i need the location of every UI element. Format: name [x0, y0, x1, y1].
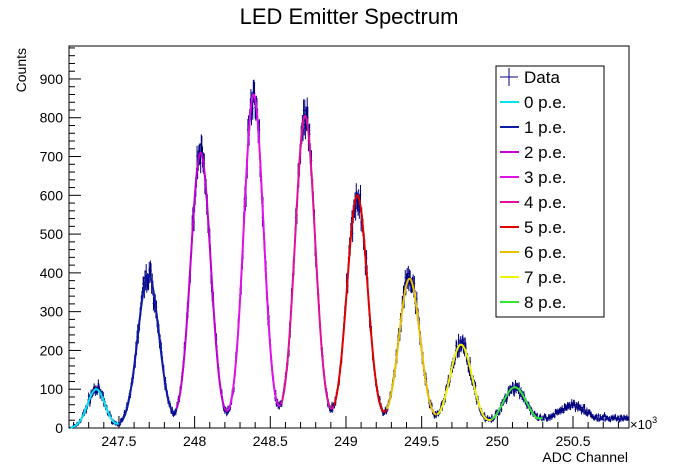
x-multiplier-base: ×10: [630, 417, 652, 432]
fit-curve-6-pe: [385, 277, 437, 416]
legend-entry-4-pe: 4 p.e.: [524, 193, 567, 212]
legend: Data 0 p.e. 1 p.e. 2 p.e. 3 p.e. 4 p.e. 5 p.e.…: [495, 65, 605, 318]
x-tick-label: 248: [183, 433, 207, 449]
fit-curve-5-pe: [332, 194, 388, 413]
legend-entry-7-pe: 7 p.e.: [524, 268, 567, 287]
y-tick-label: 400: [40, 265, 64, 281]
fit-curves: [70, 93, 543, 429]
y-tick-label: 600: [40, 187, 64, 203]
fit-curve-3-pe: [227, 93, 282, 411]
legend-entry-5-pe: 5 p.e.: [524, 218, 567, 237]
y-tick-label: 100: [40, 381, 64, 397]
legend-entry-8-pe: 8 p.e.: [524, 293, 567, 312]
x-multiplier-exponent: 3: [652, 415, 657, 425]
x-tick-label: 250.5: [555, 433, 590, 449]
legend-box: [495, 65, 605, 318]
y-tick-label: 0: [55, 420, 63, 436]
fit-curve-2-pe: [175, 151, 229, 412]
legend-entry-data: Data: [524, 68, 560, 87]
legend-entry-6-pe: 6 p.e.: [524, 243, 567, 262]
legend-entry-0-pe: 0 p.e.: [524, 93, 567, 112]
x-tick-label: 249.5: [404, 433, 439, 449]
y-tick-label: 700: [40, 149, 64, 165]
y-tick-label: 500: [40, 226, 64, 242]
x-axis: 247.5 248 248.5 249 249.5 250 250.5: [73, 416, 619, 449]
fit-curve-7-pe: [436, 343, 492, 422]
y-tick-label: 800: [40, 110, 64, 126]
legend-entry-1-pe: 1 p.e.: [524, 118, 567, 137]
legend-entry-2-pe: 2 p.e.: [524, 143, 567, 162]
y-tick-label: 300: [40, 304, 64, 320]
fit-curve-8-pe: [490, 386, 543, 421]
y-tick-label: 200: [40, 342, 64, 358]
x-tick-label: 247.5: [101, 433, 136, 449]
x-tick-label: 250: [486, 433, 510, 449]
y-tick-label: 900: [40, 71, 64, 87]
x-axis-label: ADC Channel: [542, 449, 628, 465]
x-tick-label: 249: [334, 433, 358, 449]
chart-title: LED Emitter Spectrum: [240, 4, 459, 29]
y-axis: 0 100 200 300 400 500 600 700 800 900: [40, 47, 81, 436]
y-axis-label: Counts: [13, 48, 29, 92]
fit-curve-0-pe: [70, 388, 120, 429]
plot-frame: [68, 45, 630, 429]
legend-entry-3-pe: 3 p.e.: [524, 168, 567, 187]
fit-curve-1-pe: [118, 273, 178, 425]
x-tick-label: 248.5: [253, 433, 288, 449]
fit-curve-4-pe: [279, 114, 335, 410]
x-axis-multiplier: ×103: [630, 415, 657, 432]
